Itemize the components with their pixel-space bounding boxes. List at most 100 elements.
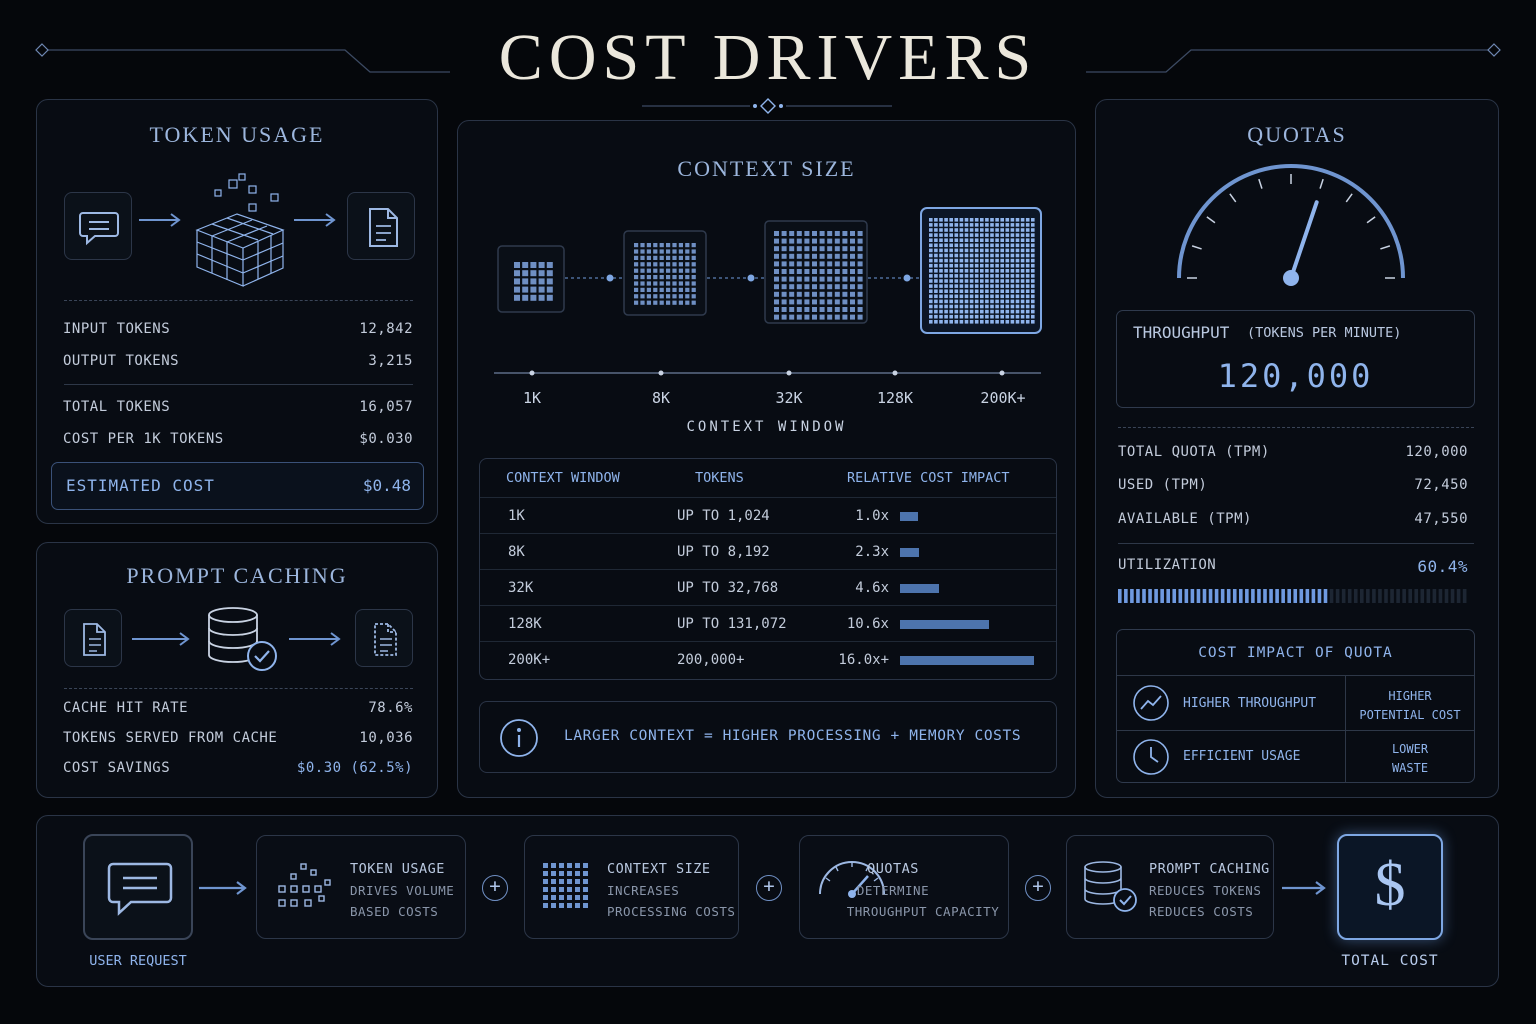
cost-flow-panel: USER REQUEST TOKEN USAGE DRIVES VOLUME BAS… — [36, 815, 1499, 987]
grid-cell — [834, 246, 840, 252]
grid-cell — [980, 304, 984, 309]
grid-cell — [1031, 269, 1035, 273]
grid-cell — [1015, 243, 1020, 248]
grid-cell — [964, 299, 969, 304]
grid-cell — [929, 304, 933, 309]
grid-cell — [796, 299, 802, 305]
grid-cell — [857, 314, 863, 320]
grid-cell — [944, 299, 948, 304]
grid-cell — [959, 309, 964, 314]
col-header-impact: RELATIVE COST IMPACT — [847, 470, 1010, 486]
grid-cell — [990, 253, 994, 258]
gauge-icon — [1177, 164, 1405, 286]
grid-cell — [850, 246, 855, 252]
grid-cell — [640, 275, 645, 280]
utilization-value: 60.4% — [1417, 557, 1468, 576]
grid-cell — [551, 879, 556, 884]
total-quota-value: 120,000 — [1405, 444, 1468, 460]
gauge-tick — [1380, 245, 1391, 250]
grid-cell — [653, 300, 658, 305]
grid-cell — [954, 253, 959, 258]
grid-cell — [1000, 284, 1004, 288]
prompt-caching-panel: PROMPT CACHING CACHE HIT RATE 78.6% TOKE… — [36, 542, 438, 798]
grid-cell — [1005, 263, 1010, 268]
grid-cell — [995, 243, 999, 248]
grid-cell — [1000, 269, 1004, 273]
grid-cell — [1031, 263, 1035, 268]
grid-cell — [949, 304, 953, 309]
grid-cell — [985, 248, 989, 253]
grid-cell — [1005, 309, 1010, 314]
grid-cell — [985, 304, 989, 309]
cost-impact-box: COST IMPACT OF QUOTA HIGHER THROUGHPUT H… — [1116, 629, 1475, 783]
col-header-window: CONTEXT WINDOW — [506, 470, 620, 486]
grid-cell — [1000, 299, 1004, 304]
grid-cell — [834, 231, 840, 236]
grid-cell — [969, 299, 974, 304]
utilization-segment — [1378, 589, 1382, 603]
user-request-label: USER REQUEST — [89, 953, 187, 969]
grid-cell — [653, 287, 658, 292]
grid-cell — [659, 287, 664, 292]
grid-cell — [804, 231, 810, 236]
grid-cell — [939, 263, 943, 268]
grid-cell — [530, 270, 537, 277]
plus-icon: + — [482, 875, 508, 901]
grid-cell — [1015, 314, 1020, 319]
utilization-segment — [1239, 589, 1243, 603]
grid-cell — [954, 294, 959, 299]
grid-cell — [819, 246, 825, 252]
grid-cell — [796, 253, 802, 259]
grid-cell — [990, 233, 994, 237]
grid-cell — [974, 258, 979, 263]
grid-cell — [827, 253, 833, 259]
grid-cell — [575, 903, 580, 908]
grid-cell — [691, 255, 696, 260]
grid-cell — [804, 269, 810, 274]
grid-cell — [834, 238, 840, 244]
grid-cell — [666, 287, 671, 292]
grid-cell — [929, 223, 933, 227]
utilization-segment — [1366, 589, 1370, 603]
grid-cell — [964, 314, 969, 319]
grid-cell — [781, 291, 787, 297]
grid-cell — [964, 253, 969, 258]
grid-cell — [857, 261, 863, 267]
grid-cell — [1010, 320, 1015, 324]
grid-cell — [974, 294, 979, 299]
grid-cell — [546, 270, 553, 277]
grid-cell — [789, 299, 795, 305]
grid-cell — [959, 269, 964, 273]
context-size-panel: CONTEXT SIZE 1K 8K 32K 128K 200K+ CONTEX… — [457, 120, 1076, 798]
table-row: 200K+ 200,000+ 16.0x+ — [480, 641, 1056, 677]
grid-cell — [934, 314, 938, 319]
grid-cell — [929, 228, 933, 232]
grid-cell — [678, 268, 683, 273]
grid-cell — [929, 243, 933, 248]
grid-cell — [691, 275, 696, 280]
grid-cell — [774, 307, 779, 312]
cache-hit-rate-label: CACHE HIT RATE — [63, 700, 189, 716]
grid-cell — [959, 263, 964, 268]
grid-cell — [944, 258, 948, 263]
flow-step-context-size: CONTEXT SIZE INCREASES PROCESSING COSTS — [524, 835, 739, 939]
grid-cell — [1031, 238, 1035, 242]
grid-cell — [1015, 223, 1020, 227]
grid-cell — [1010, 253, 1015, 258]
grid-cell — [789, 238, 795, 244]
grid-cell — [944, 314, 948, 319]
grid-cell — [653, 255, 658, 260]
grid-cell — [1025, 274, 1030, 278]
grid-cell — [939, 238, 943, 242]
grid-cell — [974, 304, 979, 309]
grid-cell — [842, 238, 848, 244]
grid-cell — [980, 233, 984, 237]
grid-cell — [1000, 243, 1004, 248]
arrow-icon — [132, 632, 190, 646]
grid-cell — [781, 246, 787, 252]
grid-cell — [990, 304, 994, 309]
grid-cell — [640, 287, 645, 292]
grid-cell — [990, 299, 994, 304]
grid-cell — [954, 218, 959, 222]
grid-cell — [640, 294, 645, 299]
